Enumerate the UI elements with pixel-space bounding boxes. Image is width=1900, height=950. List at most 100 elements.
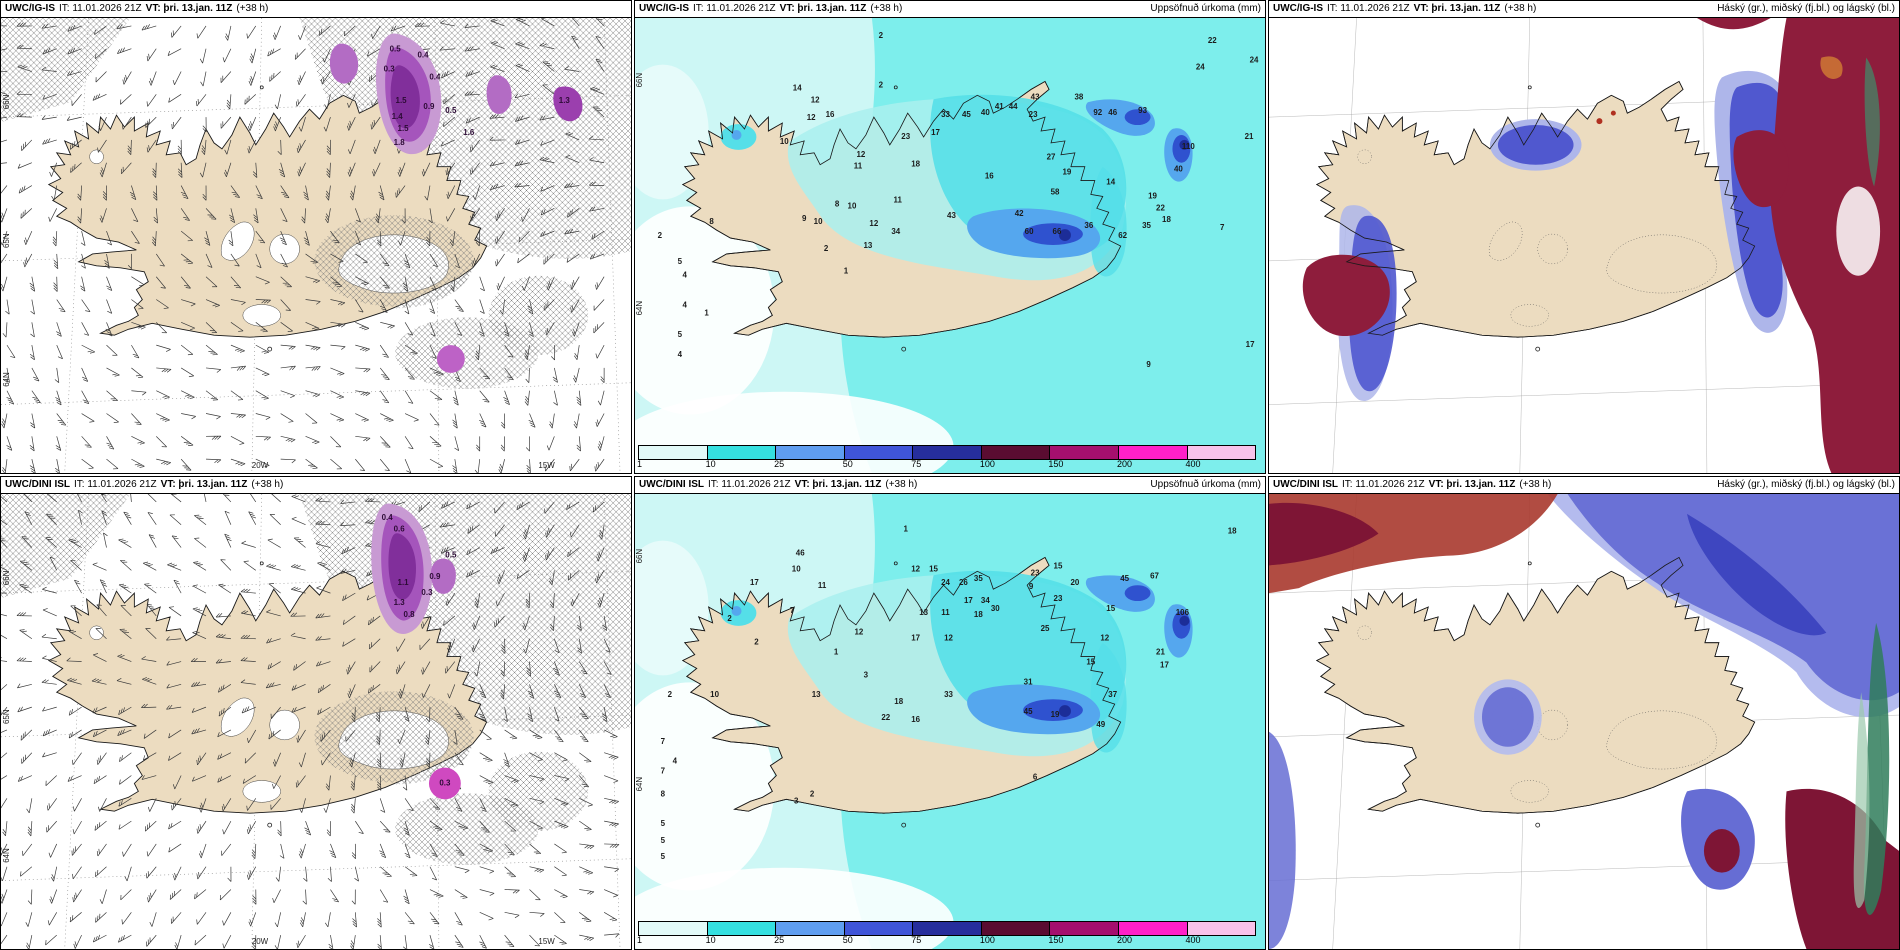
precip-blobs [371, 503, 461, 800]
station-value: 14 [793, 83, 802, 92]
station-value: 21 [1156, 648, 1165, 657]
lead-time: (+38 h) [1519, 479, 1552, 490]
station-value: 16 [826, 110, 835, 119]
station-value: 1 [834, 648, 839, 657]
station-value: 0.3 [421, 588, 433, 597]
lat-label: 66N [635, 73, 644, 88]
legend-tick: 200 [1116, 935, 1132, 945]
legend-segment: 25 [774, 446, 845, 469]
station-value: 1.5 [398, 124, 410, 133]
panel-header: UWC/IG-IS IT: 11.01.2026 21Z VT: þri. 13… [1269, 1, 1899, 18]
legend-segment: 100 [980, 446, 1051, 469]
legend-segment: 10 [706, 922, 777, 945]
station-value: 60 [1025, 227, 1034, 236]
panel-precip-dini: UWC/DINI ISL IT: 11.01.2026 21Z VT: þri.… [634, 476, 1266, 950]
station-value: 17 [1246, 340, 1255, 349]
graticule-labels: 66N 64N [635, 549, 644, 792]
station-value: 26 [959, 578, 968, 587]
wind-barbs [1, 494, 620, 949]
station-value: 31 [1024, 677, 1033, 686]
lead-time: (+38 h) [885, 479, 918, 490]
cloud-shading [1302, 18, 1899, 473]
legend-segment: 200 [1117, 446, 1188, 469]
station-value: 12 [911, 564, 920, 573]
station-value: 2 [658, 231, 663, 240]
legend-tick: 10 [705, 459, 716, 469]
station-value: 92 [1093, 108, 1102, 117]
station-value: 19 [1063, 168, 1072, 177]
station-value: 12 [1100, 634, 1109, 643]
station-value: 10 [848, 201, 857, 210]
station-value: 8 [835, 199, 840, 208]
station-value: 49 [1096, 720, 1105, 729]
model-name: UWC/DINI ISL [5, 479, 70, 490]
legend-segment: 50 [843, 446, 914, 469]
station-value: 5 [678, 330, 683, 339]
station-value: 36 [1084, 221, 1093, 230]
station-value: 18 [974, 610, 983, 619]
station-value: 20 [1070, 578, 1079, 587]
station-value: 3 [794, 796, 799, 805]
legend-segment: 75 [911, 922, 982, 945]
station-value: 46 [796, 548, 805, 557]
map-area: 0.4 0.6 0.5 0.9 1.1 0.3 1.3 0.8 0.3 66N 65N 64N … [1, 494, 631, 949]
lat-label: 64N [2, 848, 11, 863]
graticule-labels: 66N 65N 64N 20W 15W [2, 94, 555, 470]
map-area: 0.5 0.4 0.3 0.4 1.5 0.9 0.5 1.4 1.5 1.8 1.3 1.6 66N… [1, 18, 631, 473]
station-value: 3 [864, 670, 869, 679]
valid-time: VT: þri. 13.jan. 11Z [794, 479, 882, 490]
lead-time: (+38 h) [236, 3, 269, 14]
station-value: 45 [1024, 707, 1033, 716]
station-value: 9 [1029, 582, 1034, 591]
station-value: 22 [881, 713, 890, 722]
valid-time: VT: þri. 13.jan. 11Z [160, 479, 248, 490]
legend-tick: 25 [774, 459, 785, 469]
station-value: 23 [1054, 594, 1063, 603]
station-value: 44 [1009, 102, 1018, 111]
station-value: 40 [1174, 165, 1183, 174]
legend-tick: 25 [774, 935, 785, 945]
lon-label: 20W [252, 937, 269, 946]
lead-time: (+38 h) [251, 479, 284, 490]
legend-tick: 10 [705, 935, 716, 945]
station-value: 7 [661, 767, 666, 776]
legend-tick: 1 [637, 459, 643, 469]
station-value: 17 [931, 128, 940, 137]
station-value: 9 [1146, 360, 1151, 369]
precip-legend: 1 10 25 50 75 100 150 200 400 [637, 921, 1256, 948]
station-value: 16 [985, 172, 994, 181]
field-title: Uppsöfnuð úrkoma (mm) [1150, 479, 1261, 490]
wind-barbs [1, 18, 605, 473]
precip-legend-bar: 1 10 25 50 75 100 150 200 400 [637, 445, 1256, 469]
station-value: 30 [991, 604, 1000, 613]
wind-barb-field [1, 18, 605, 473]
station-value: 18 [911, 160, 920, 169]
legend-segment: 25 [774, 922, 845, 945]
value-labels: 0.40.6 0.5 0.9 1.1 0.3 1.3 0.8 0.3 [382, 513, 457, 788]
station-value: 17 [964, 596, 973, 605]
station-value: 1.4 [392, 112, 404, 121]
panel-wind-dini: UWC/DINI ISL IT: 11.01.2026 21Z VT: þri.… [0, 476, 632, 950]
station-value: 10 [814, 217, 823, 226]
station-value: 8 [709, 217, 714, 226]
panel-header: UWC/DINI ISL IT: 11.01.2026 21Z VT: þri.… [1269, 477, 1899, 494]
station-value: 4 [678, 350, 683, 359]
station-value: 18 [1228, 527, 1237, 536]
station-value: 24 [941, 578, 950, 587]
panel-header: UWC/DINI ISL IT: 11.01.2026 21Z VT: þri.… [1, 477, 631, 494]
init-time: IT: 11.01.2026 21Z [693, 3, 776, 14]
lat-label: 65N [2, 233, 11, 248]
station-value: 18 [1162, 215, 1171, 224]
graticule-labels: 66N 65N 64N 20W 15W [2, 570, 555, 946]
station-value: 12 [811, 95, 820, 104]
field-title: Háský (gr.), miðský (fj.bl.) og lágský (… [1717, 479, 1895, 490]
legend-segment: 150 [1048, 922, 1119, 945]
station-value: 58 [1051, 187, 1060, 196]
valid-time: VT: þri. 13.jan. 11Z [1413, 3, 1501, 14]
wind-barb-field [1, 494, 620, 949]
wind-map: 0.5 0.4 0.3 0.4 1.5 0.9 0.5 1.4 1.5 1.8 1.3 1.6 66N… [1, 18, 631, 473]
valid-time: VT: þri. 13.jan. 11Z [779, 3, 867, 14]
